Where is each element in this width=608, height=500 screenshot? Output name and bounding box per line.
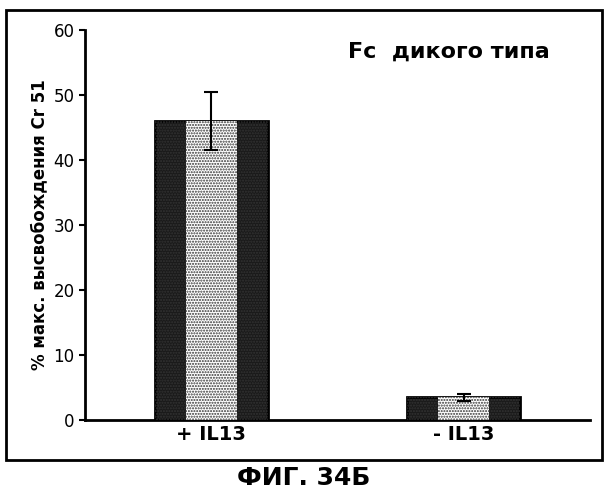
- Text: Fc  дикого типа: Fc дикого типа: [348, 42, 549, 62]
- Bar: [154, 121, 268, 420]
- Text: ФИГ. 34Б: ФИГ. 34Б: [237, 466, 371, 490]
- Y-axis label: % макс. высвобождения Cr 51: % макс. высвобождения Cr 51: [30, 80, 48, 370]
- Bar: [407, 397, 520, 420]
- FancyBboxPatch shape: [438, 397, 489, 420]
- Bar: [407, 397, 520, 420]
- Bar: [154, 121, 268, 420]
- FancyBboxPatch shape: [185, 121, 237, 420]
